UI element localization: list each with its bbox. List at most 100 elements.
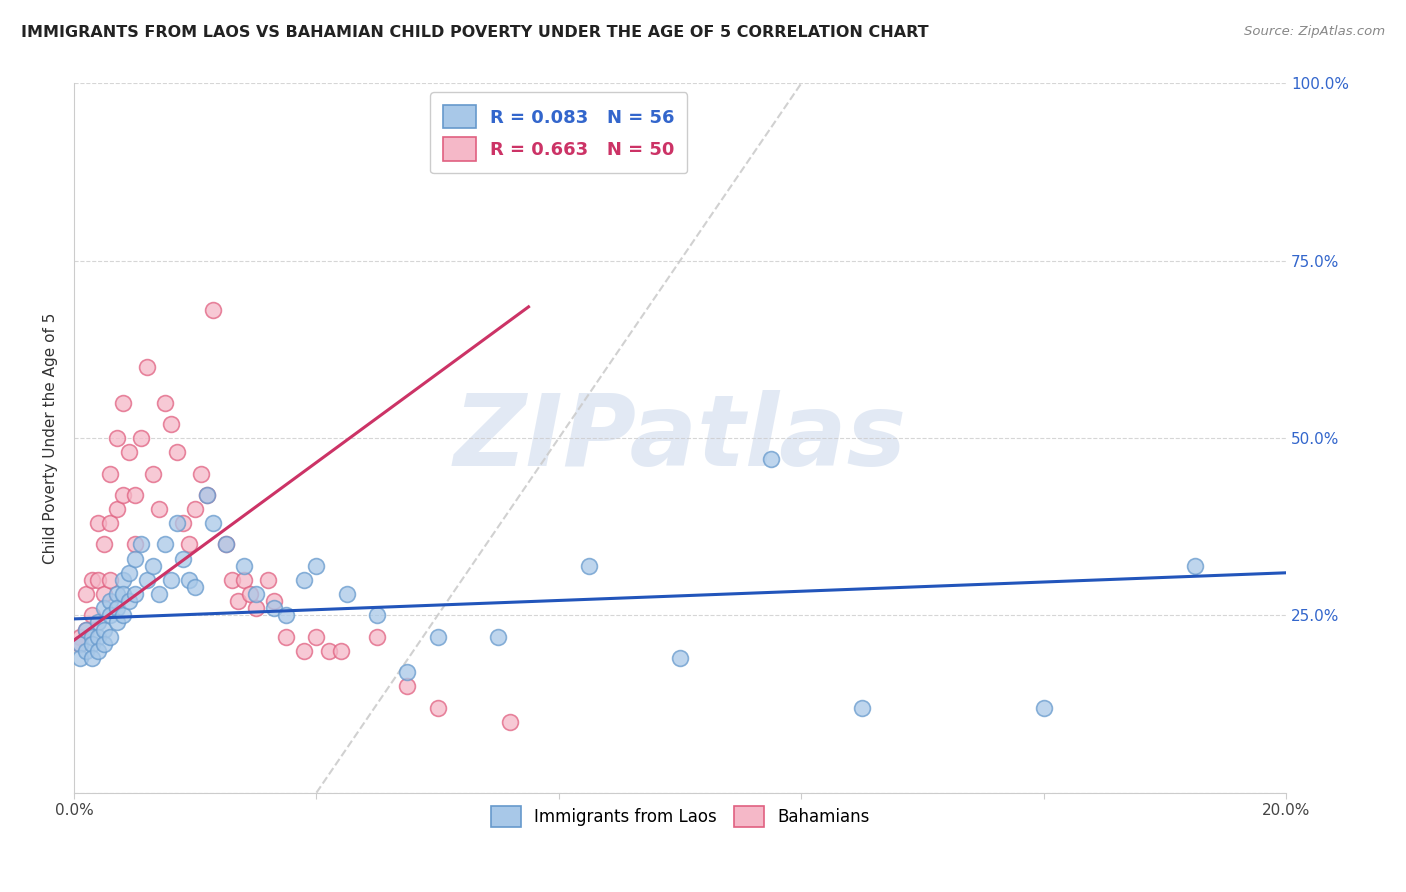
- Bahamians: [245, 601, 267, 615]
- Immigrants from Laos: [486, 630, 509, 644]
- Bahamians: [276, 630, 298, 644]
- Bahamians: [142, 467, 165, 481]
- Immigrants from Laos: [1032, 700, 1054, 714]
- Bahamians: [292, 644, 315, 658]
- Immigrants from Laos: [87, 630, 110, 644]
- Immigrants from Laos: [166, 516, 188, 530]
- Immigrants from Laos: [232, 558, 254, 573]
- Immigrants from Laos: [160, 573, 183, 587]
- Immigrants from Laos: [184, 580, 207, 594]
- Immigrants from Laos: [202, 516, 225, 530]
- Immigrants from Laos: [69, 637, 91, 651]
- Immigrants from Laos: [578, 558, 600, 573]
- Immigrants from Laos: [105, 587, 128, 601]
- Immigrants from Laos: [82, 637, 104, 651]
- Immigrants from Laos: [93, 637, 115, 651]
- Bahamians: [166, 445, 188, 459]
- Bahamians: [239, 587, 262, 601]
- Bahamians: [318, 644, 340, 658]
- Immigrants from Laos: [263, 601, 285, 615]
- Y-axis label: Child Poverty Under the Age of 5: Child Poverty Under the Age of 5: [44, 312, 58, 564]
- Immigrants from Laos: [87, 615, 110, 630]
- Immigrants from Laos: [105, 615, 128, 630]
- Immigrants from Laos: [292, 573, 315, 587]
- Bahamians: [499, 714, 522, 729]
- Immigrants from Laos: [100, 608, 122, 623]
- Immigrants from Laos: [759, 452, 782, 467]
- Bahamians: [184, 502, 207, 516]
- Bahamians: [75, 623, 97, 637]
- Immigrants from Laos: [117, 566, 139, 580]
- Immigrants from Laos: [214, 537, 236, 551]
- Immigrants from Laos: [148, 587, 170, 601]
- Bahamians: [232, 573, 254, 587]
- Bahamians: [82, 608, 104, 623]
- Immigrants from Laos: [179, 573, 201, 587]
- Legend: Immigrants from Laos, Bahamians: Immigrants from Laos, Bahamians: [484, 799, 876, 834]
- Bahamians: [124, 537, 146, 551]
- Immigrants from Laos: [117, 594, 139, 608]
- Bahamians: [100, 573, 122, 587]
- Immigrants from Laos: [75, 644, 97, 658]
- Immigrants from Laos: [93, 601, 115, 615]
- Bahamians: [75, 587, 97, 601]
- Bahamians: [179, 537, 201, 551]
- Immigrants from Laos: [111, 608, 134, 623]
- Bahamians: [87, 573, 110, 587]
- Immigrants from Laos: [75, 623, 97, 637]
- Bahamians: [111, 488, 134, 502]
- Immigrants from Laos: [124, 551, 146, 566]
- Bahamians: [100, 516, 122, 530]
- Bahamians: [214, 537, 236, 551]
- Immigrants from Laos: [100, 594, 122, 608]
- Text: Source: ZipAtlas.com: Source: ZipAtlas.com: [1244, 25, 1385, 38]
- Immigrants from Laos: [1184, 558, 1206, 573]
- Bahamians: [226, 594, 249, 608]
- Bahamians: [202, 303, 225, 318]
- Immigrants from Laos: [669, 651, 692, 665]
- Bahamians: [124, 488, 146, 502]
- Bahamians: [93, 537, 115, 551]
- Bahamians: [172, 516, 194, 530]
- Immigrants from Laos: [396, 665, 419, 679]
- Immigrants from Laos: [129, 537, 152, 551]
- Text: IMMIGRANTS FROM LAOS VS BAHAMIAN CHILD POVERTY UNDER THE AGE OF 5 CORRELATION CH: IMMIGRANTS FROM LAOS VS BAHAMIAN CHILD P…: [21, 25, 929, 40]
- Bahamians: [105, 431, 128, 445]
- Immigrants from Laos: [276, 608, 298, 623]
- Bahamians: [396, 679, 419, 693]
- Immigrants from Laos: [366, 608, 388, 623]
- Immigrants from Laos: [851, 700, 873, 714]
- Bahamians: [111, 395, 134, 409]
- Immigrants from Laos: [336, 587, 359, 601]
- Immigrants from Laos: [197, 488, 219, 502]
- Bahamians: [160, 417, 183, 431]
- Immigrants from Laos: [426, 630, 449, 644]
- Immigrants from Laos: [105, 601, 128, 615]
- Immigrants from Laos: [245, 587, 267, 601]
- Bahamians: [153, 395, 176, 409]
- Bahamians: [263, 594, 285, 608]
- Bahamians: [117, 445, 139, 459]
- Bahamians: [197, 488, 219, 502]
- Bahamians: [93, 587, 115, 601]
- Immigrants from Laos: [111, 573, 134, 587]
- Bahamians: [69, 637, 91, 651]
- Immigrants from Laos: [305, 558, 328, 573]
- Immigrants from Laos: [124, 587, 146, 601]
- Bahamians: [329, 644, 352, 658]
- Bahamians: [426, 700, 449, 714]
- Immigrants from Laos: [82, 630, 104, 644]
- Immigrants from Laos: [87, 644, 110, 658]
- Bahamians: [69, 630, 91, 644]
- Immigrants from Laos: [69, 651, 91, 665]
- Bahamians: [82, 573, 104, 587]
- Immigrants from Laos: [153, 537, 176, 551]
- Immigrants from Laos: [93, 623, 115, 637]
- Immigrants from Laos: [82, 651, 104, 665]
- Bahamians: [366, 630, 388, 644]
- Bahamians: [190, 467, 212, 481]
- Bahamians: [221, 573, 243, 587]
- Bahamians: [100, 467, 122, 481]
- Immigrants from Laos: [172, 551, 194, 566]
- Immigrants from Laos: [135, 573, 157, 587]
